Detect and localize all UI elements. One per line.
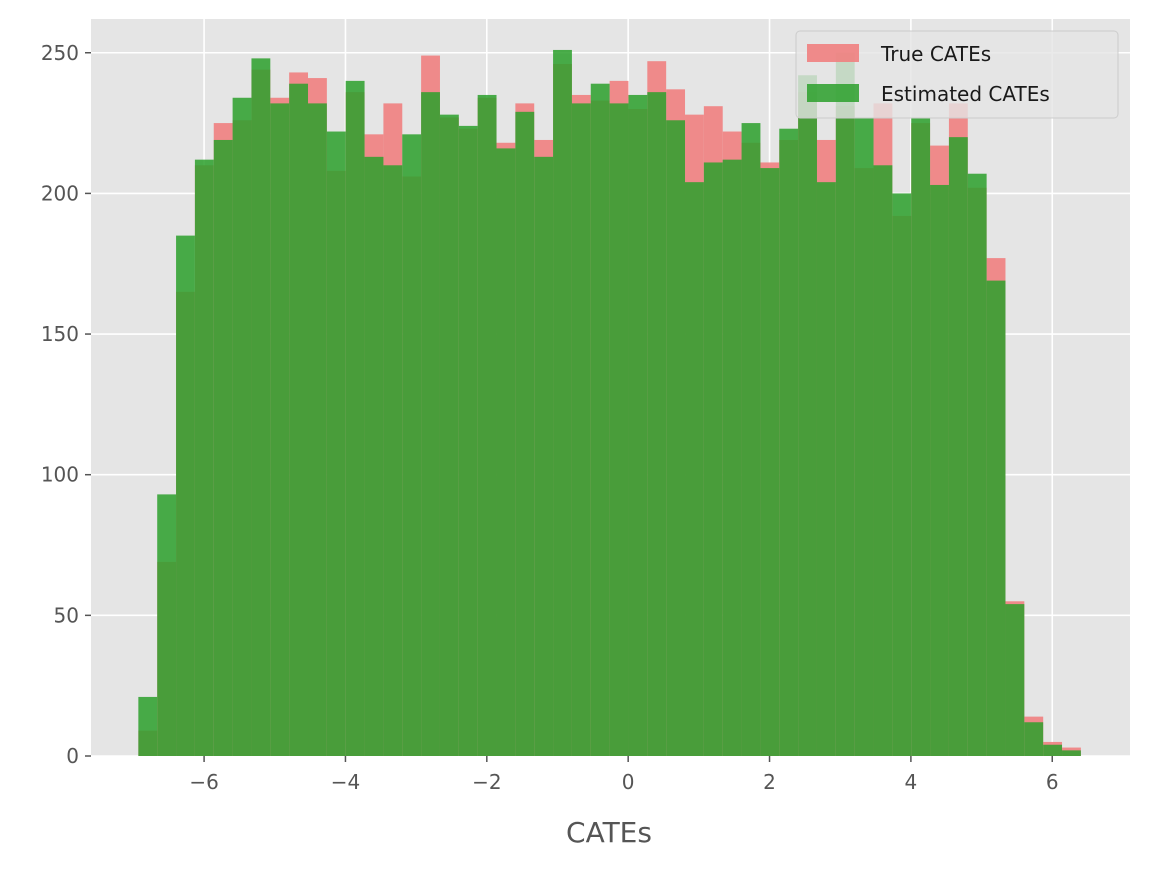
legend-label-true-cates: True CATEs [880, 42, 991, 66]
histogram-bar [157, 494, 177, 756]
histogram-bar [666, 120, 686, 757]
histogram-bar [609, 103, 629, 757]
histogram-bar [948, 137, 968, 757]
histogram-bar [986, 280, 1006, 756]
histogram-bar [1024, 722, 1044, 756]
histogram-bar [1005, 604, 1025, 756]
x-axis-title: CATEs [566, 816, 652, 849]
y-axis-ticks: 0 50 100 150 200 250 [41, 41, 91, 768]
x-axis-ticks: −6 −4 −2 0 2 4 6 [189, 756, 1059, 794]
histogram-bar [213, 139, 233, 756]
histogram-bar [741, 123, 761, 757]
histogram-bar [647, 92, 667, 757]
series-estimated-cates [138, 49, 1081, 757]
histogram-bar [685, 182, 704, 757]
histogram-bar [496, 148, 516, 756]
histogram-bar [703, 162, 723, 756]
x-tick-label: 6 [1046, 770, 1059, 794]
histogram-bar [421, 92, 440, 757]
histogram-bar [571, 103, 591, 757]
histogram-bar [967, 173, 987, 756]
histogram-bar [590, 83, 610, 756]
histogram-bar [194, 159, 214, 756]
legend: True CATEs Estimated CATEs [795, 30, 1119, 119]
histogram-bar [326, 131, 346, 756]
histogram-bar [628, 94, 648, 756]
histogram-bar [798, 75, 817, 757]
histogram-bars [138, 49, 1081, 757]
histogram-bar [439, 114, 459, 756]
histogram-bar [383, 165, 403, 757]
y-tick-label: 200 [41, 181, 79, 205]
histogram-bar [402, 134, 422, 757]
histogram-bar [760, 168, 780, 757]
legend-box [795, 30, 1119, 119]
histogram-bar [534, 156, 554, 756]
histogram-bar [911, 117, 931, 756]
histogram-bar [1043, 744, 1063, 756]
histogram-bar [722, 159, 742, 756]
histogram-bar [270, 103, 290, 757]
histogram-bar [477, 94, 497, 756]
y-tick-label: 0 [66, 744, 79, 768]
histogram-bar [816, 182, 836, 757]
y-tick-label: 100 [41, 463, 79, 487]
histogram-bar [232, 97, 252, 756]
y-tick-label: 150 [41, 322, 79, 346]
legend-swatch-estimated-cates [807, 84, 859, 102]
histogram-bar [289, 83, 309, 756]
histogram-bar [345, 80, 365, 756]
histogram-bar [873, 165, 893, 757]
histogram-bar [779, 128, 799, 756]
x-tick-label: 2 [763, 770, 776, 794]
x-tick-label: −6 [189, 770, 218, 794]
histogram-bar [364, 156, 384, 756]
histogram-bar [138, 696, 158, 756]
legend-swatch-true-cates [807, 44, 859, 62]
histogram-bar [835, 52, 855, 756]
legend-label-estimated-cates: Estimated CATEs [881, 82, 1050, 106]
x-tick-label: −2 [472, 770, 501, 794]
x-tick-label: −4 [331, 770, 360, 794]
histogram-bar [1062, 750, 1081, 756]
y-tick-label: 250 [41, 41, 79, 65]
histogram-bar [892, 193, 912, 756]
x-tick-label: 4 [905, 770, 918, 794]
histogram-bar [553, 49, 572, 756]
histogram-bar [458, 125, 478, 756]
histogram-bar [251, 58, 271, 757]
y-tick-label: 50 [54, 603, 79, 627]
histogram-bar [930, 184, 949, 757]
histogram-bar [176, 235, 195, 756]
histogram-bar [854, 117, 874, 756]
x-tick-label: 0 [622, 770, 635, 794]
histogram-bar [308, 103, 327, 757]
histogram-bar [515, 111, 535, 756]
